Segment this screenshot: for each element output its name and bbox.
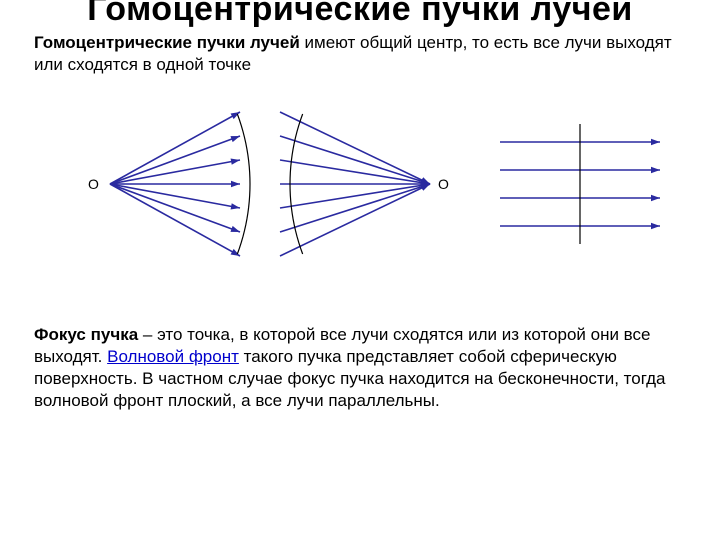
wavefront-link[interactable]: Волновой фронт: [107, 347, 239, 366]
slide-title: Гомоцентрические пучки лучей: [34, 0, 686, 28]
body-bold: Фокус пучка: [34, 325, 138, 344]
ray-diagram: OO: [34, 94, 686, 294]
intro-bold: Гомоцентрические пучки лучей: [34, 33, 300, 52]
body-paragraph: Фокус пучка – это точка, в которой все л…: [34, 324, 686, 412]
intro-paragraph: Гомоцентрические пучки лучей имеют общий…: [34, 32, 686, 76]
svg-text:O: O: [438, 176, 449, 192]
svg-text:O: O: [88, 176, 99, 192]
